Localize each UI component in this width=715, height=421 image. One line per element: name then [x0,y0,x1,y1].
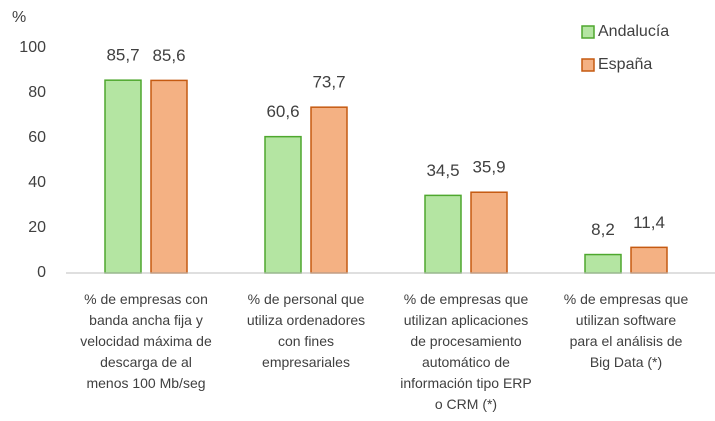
bar [584,253,622,274]
x-tick-label: % de empresas que utilizan software para e… [564,291,689,370]
value-label: 85,7 [106,46,139,65]
value-label: 34,5 [426,161,459,180]
x-tick-label: % de empresas que utilizan aplicaciones de… [400,291,532,412]
bar [630,246,668,274]
bar [150,79,188,274]
value-label: 11,4 [633,213,665,232]
bar [424,194,462,274]
bar [470,191,508,274]
y-tick-label: 80 [28,84,46,101]
bar [310,106,348,274]
legend-label: España [598,56,652,73]
x-tick-label: % de personal que utiliza ordenadores con … [247,291,365,370]
value-label: 8,2 [591,220,615,239]
y-tick-label: 40 [28,174,46,191]
y-tick-label: 60 [28,129,46,146]
bar [264,135,302,274]
value-label: 73,7 [312,73,345,92]
legend-swatch [581,58,595,72]
value-label: 60,6 [266,102,299,121]
value-label: 35,9 [472,158,505,177]
legend-swatch [581,25,595,39]
x-tick-label: % de empresas con banda ancha fija y veloc… [80,291,212,391]
legend-label: Andalucía [598,23,669,40]
y-axis-label: % [12,9,26,26]
y-tick-label: 20 [28,219,46,236]
bar [104,79,142,274]
value-label: 85,6 [152,46,185,65]
y-tick-label: 100 [19,39,46,56]
y-tick-label: 0 [37,264,46,281]
